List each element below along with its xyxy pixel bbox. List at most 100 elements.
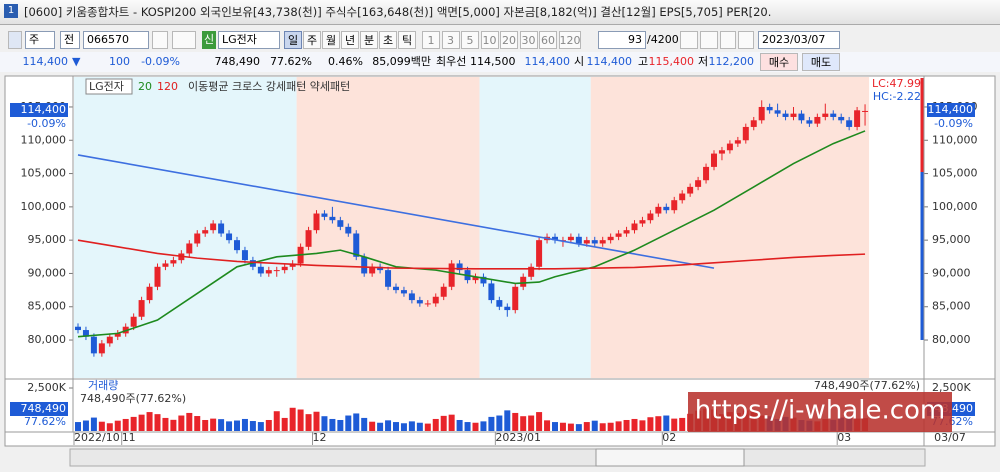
candle-body	[138, 300, 145, 317]
link-icon[interactable]	[8, 31, 22, 49]
scroll-controls[interactable]	[595, 448, 745, 467]
candle-body	[305, 230, 312, 247]
candle-body	[552, 236, 558, 241]
volume-bar	[408, 421, 415, 431]
date-input[interactable]: 2023/03/07	[758, 31, 840, 49]
candle-body	[639, 220, 646, 224]
candle-body	[504, 306, 511, 311]
candle-body	[782, 113, 789, 117]
y-tick-label: 85,000	[932, 300, 971, 313]
candle-body	[440, 286, 447, 297]
open: 114,400	[586, 55, 633, 68]
tool-button[interactable]	[680, 31, 698, 49]
buy-button[interactable]: 매수	[760, 53, 798, 71]
open-label: 시	[574, 55, 585, 68]
candle-body	[289, 263, 296, 267]
interval-button[interactable]: 5	[461, 31, 479, 49]
candle-body	[130, 316, 137, 327]
volume-bar	[98, 421, 105, 431]
interval-button[interactable]: 20	[500, 31, 518, 49]
candle-body	[369, 266, 376, 274]
volume-bar	[297, 409, 304, 431]
interval-button[interactable]: 3	[441, 31, 460, 49]
change: 100	[109, 55, 130, 68]
period-button[interactable]: 분	[360, 31, 378, 49]
volume-bar	[377, 422, 384, 431]
candle-body	[210, 223, 217, 231]
candle-body	[393, 286, 399, 291]
period-button[interactable]: 초	[379, 31, 397, 49]
left-volume: 748,490	[21, 402, 67, 415]
signal-band	[479, 77, 591, 378]
tool-button[interactable]	[700, 31, 718, 49]
candle-body	[520, 276, 527, 287]
period-button[interactable]: 일	[284, 31, 302, 49]
volume-bar	[432, 418, 439, 431]
high: 115,400	[648, 55, 695, 68]
trend-line	[77, 154, 715, 269]
volume-bar	[305, 414, 312, 431]
y-tick-label: 90,000	[932, 266, 971, 279]
volume-bar	[472, 422, 479, 431]
volume-bar	[416, 422, 423, 431]
interval-button[interactable]: 120	[558, 31, 581, 49]
name-input[interactable]: LG전자	[218, 31, 280, 49]
market-select[interactable]: 전	[60, 31, 80, 49]
print-button[interactable]	[738, 31, 754, 49]
volume-bar	[337, 419, 344, 431]
y-tick-label: 90,000	[28, 266, 67, 279]
save-button[interactable]	[720, 31, 736, 49]
candle-body	[265, 270, 272, 274]
interval-button[interactable]: 10	[480, 31, 499, 49]
volume-bar	[424, 423, 431, 431]
candle-body	[345, 226, 352, 234]
volume-bar	[488, 416, 495, 431]
period-button[interactable]: 월	[322, 31, 340, 49]
best-bid: 114,400	[524, 55, 571, 68]
candle-body	[512, 286, 519, 311]
period-select[interactable]: 주	[25, 31, 55, 49]
volume-bar	[440, 415, 447, 431]
candle-body	[846, 120, 853, 127]
window-icon: 1	[4, 4, 18, 18]
interval-button[interactable]: 30	[519, 31, 538, 49]
volume-bar	[146, 412, 153, 431]
left-volume-box	[10, 402, 68, 416]
lc-label: LC:47.99	[872, 77, 921, 90]
volume-bar	[321, 416, 328, 431]
candle-body	[400, 290, 407, 294]
candle-body	[154, 266, 161, 287]
y-tick-label: 85,000	[28, 300, 67, 313]
candle-body	[218, 223, 225, 234]
period-button[interactable]: 주	[303, 31, 321, 49]
search-button[interactable]	[152, 31, 168, 49]
legend-name: LG전자	[89, 80, 124, 93]
volume-tick-label: 2,500K	[27, 381, 66, 394]
volume-bar	[552, 422, 558, 431]
sound-button[interactable]	[172, 31, 196, 49]
interval-button[interactable]: 60	[539, 31, 557, 49]
interval-button[interactable]: 1	[422, 31, 440, 49]
watermark-box	[688, 392, 952, 432]
volume-bar	[385, 420, 392, 431]
candle-body	[655, 206, 662, 214]
period-button[interactable]: 년	[341, 31, 359, 49]
period-button[interactable]: 틱	[398, 31, 416, 49]
volume-bar	[313, 411, 320, 431]
candle-body	[599, 240, 606, 244]
candle-body	[631, 223, 638, 231]
volume-bar	[647, 417, 654, 431]
volume-bar	[599, 423, 606, 431]
scrollbar[interactable]	[69, 448, 926, 467]
right-price-box	[927, 103, 975, 117]
count-input[interactable]: 93	[598, 31, 646, 49]
candle-body	[82, 330, 89, 337]
candle-body	[234, 240, 240, 251]
sell-button[interactable]: 매도	[802, 53, 840, 71]
candle-body	[663, 206, 670, 211]
candle-body	[456, 263, 463, 271]
candle-body	[186, 243, 193, 254]
code-input[interactable]: 066570	[83, 31, 149, 49]
